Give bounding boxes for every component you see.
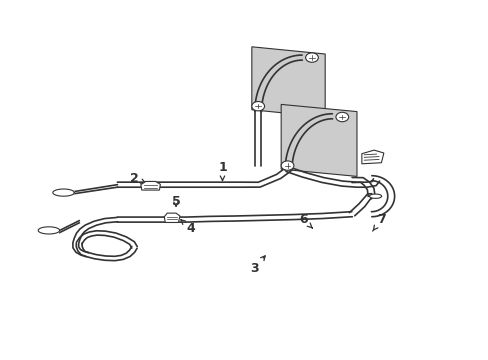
- Text: 2: 2: [130, 172, 145, 185]
- Text: 1: 1: [218, 161, 226, 180]
- Text: 3: 3: [249, 256, 264, 275]
- Text: 6: 6: [298, 213, 312, 228]
- Polygon shape: [53, 189, 74, 196]
- Circle shape: [305, 53, 318, 62]
- Polygon shape: [281, 104, 356, 176]
- Text: 5: 5: [171, 195, 180, 208]
- Circle shape: [251, 102, 264, 111]
- Circle shape: [335, 112, 348, 122]
- Polygon shape: [38, 227, 60, 234]
- Polygon shape: [251, 47, 325, 117]
- Circle shape: [281, 161, 293, 170]
- Text: 7: 7: [372, 213, 385, 231]
- Polygon shape: [164, 213, 180, 222]
- Ellipse shape: [369, 194, 381, 198]
- Polygon shape: [361, 150, 383, 164]
- Text: 4: 4: [181, 220, 195, 235]
- Polygon shape: [141, 181, 160, 190]
